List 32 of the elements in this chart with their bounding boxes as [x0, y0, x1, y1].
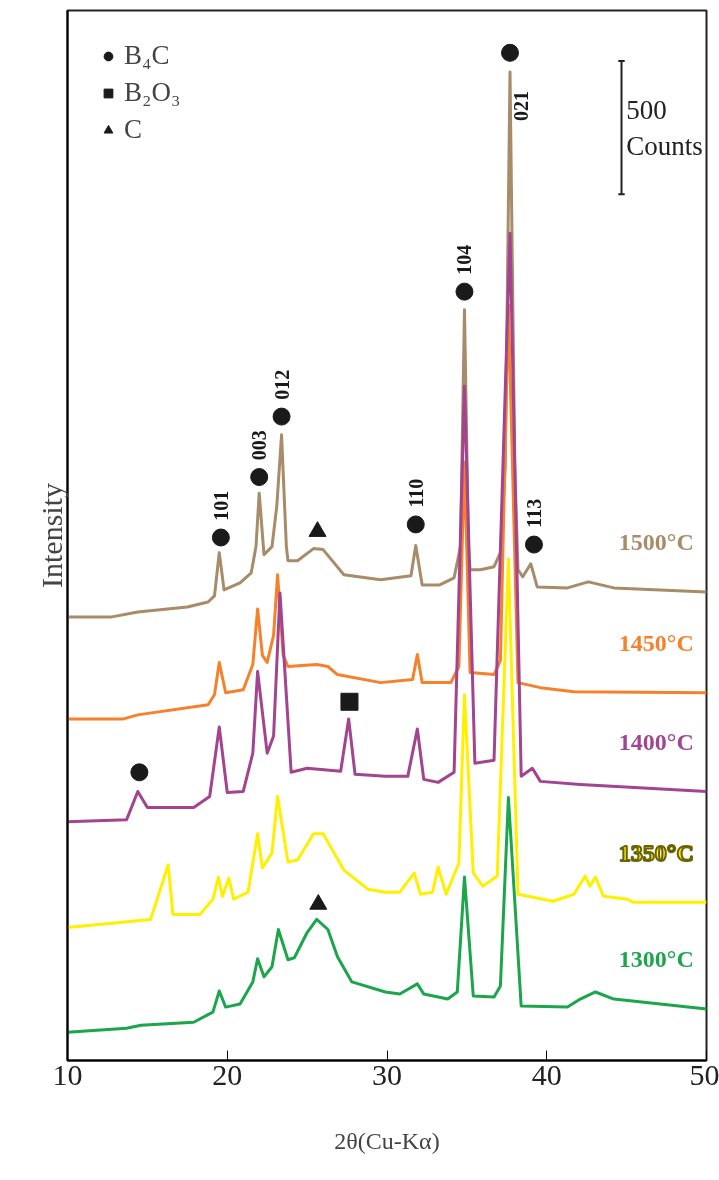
series-label: 1300°C — [618, 946, 694, 973]
x-axis-title: 2θ(Cu-Kα) — [334, 1127, 440, 1154]
x-tick-label: 20 — [212, 1057, 243, 1091]
annotation: 021 — [509, 91, 532, 122]
point — [340, 692, 359, 711]
annotation: 101 — [209, 490, 232, 521]
point — [211, 528, 230, 547]
series-label: 1500°C — [618, 529, 694, 556]
y-axis-title: Intensity — [34, 482, 68, 588]
x-tick-label: 10 — [52, 1057, 83, 1091]
x-tick-label: 40 — [531, 1057, 562, 1091]
x-tick-label: 50 — [689, 1057, 719, 1091]
legend-label: C — [124, 114, 143, 145]
point — [406, 515, 425, 534]
annotation: 104 — [453, 244, 476, 275]
point — [272, 407, 291, 426]
point — [250, 468, 269, 487]
point — [130, 763, 149, 782]
series-label: 1400°C — [618, 728, 694, 755]
x-tick-label: 30 — [372, 1057, 402, 1091]
annotation: 012 — [270, 369, 293, 400]
legend-label: B₂O₃ — [124, 77, 181, 108]
point — [501, 43, 520, 62]
point — [524, 535, 543, 554]
annotation: 003 — [248, 430, 271, 461]
series-label: 1350°C — [618, 839, 694, 866]
legend-label: B₄C — [124, 40, 170, 71]
series-label: 1450°C — [618, 629, 694, 656]
point — [455, 282, 474, 301]
annotation: 113 — [522, 498, 545, 528]
annotation: 500 Counts — [626, 94, 703, 161]
annotation: 110 — [404, 478, 427, 508]
